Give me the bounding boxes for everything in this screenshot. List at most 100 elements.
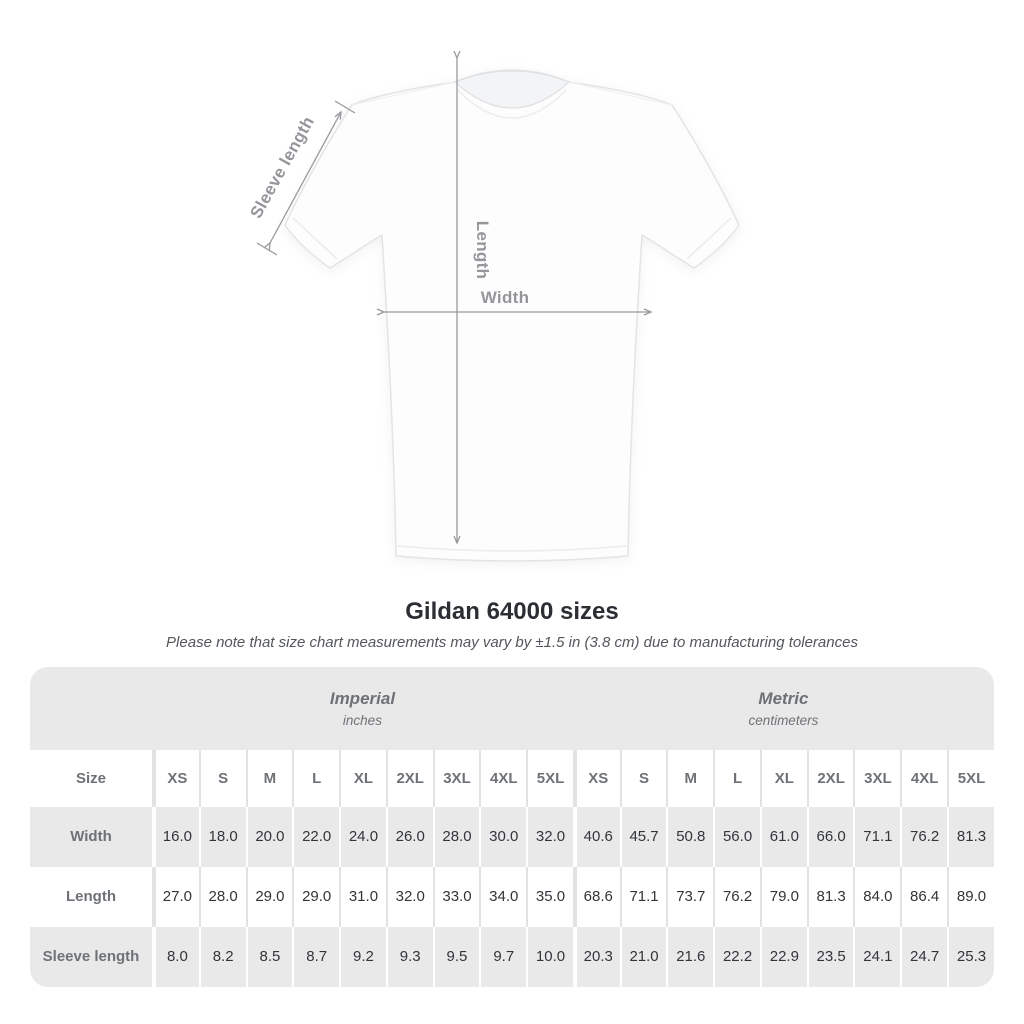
imperial-group-header: Imperial inches: [152, 666, 573, 750]
cell-sleeve-length-imperial-xl: 9.2: [339, 926, 386, 987]
table-row: Width 16.0 18.0 20.0 22.0 24.0 26.0 28.0 30.0 32.…: [30, 806, 994, 867]
cell-length-metric-4xl: 86.4: [900, 866, 948, 927]
cell-length-metric-5xl: 89.0: [947, 866, 994, 927]
imperial-unit: inches: [342, 712, 382, 728]
cell-sleeve-length-imperial-4xl: 9.7: [479, 926, 527, 987]
size-col-header: 2XL: [385, 749, 433, 807]
cell-sleeve-length-metric-m: 21.6: [666, 926, 714, 987]
tshirt-diagram-svg: Width Length Sleeve length: [246, 50, 740, 562]
cell-length-imperial-2xl: 32.0: [385, 866, 433, 927]
cell-width-metric-3xl: 71.1: [853, 806, 901, 867]
cell-width-imperial-xs: 16.0: [152, 806, 199, 867]
cell-length-imperial-s: 28.0: [198, 866, 246, 927]
tshirt-body: [284, 69, 740, 562]
cell-width-imperial-m: 20.0: [245, 806, 293, 867]
cell-width-metric-2xl: 66.0: [806, 806, 854, 867]
cell-length-metric-3xl: 84.0: [853, 866, 901, 927]
imperial-label: Imperial: [329, 688, 396, 708]
cell-sleeve-length-imperial-m: 8.5: [245, 926, 293, 987]
size-col-header: 3XL: [853, 749, 901, 807]
cell-length-metric-2xl: 81.3: [806, 866, 854, 927]
size-col-header: 5XL: [947, 749, 994, 807]
right-cuff-seam: [686, 217, 732, 260]
cell-length-imperial-xl: 31.0: [339, 866, 386, 927]
cell-length-metric-l: 76.2: [713, 866, 760, 927]
cell-sleeve-length-metric-4xl: 24.7: [900, 926, 948, 987]
metric-unit: centimeters: [748, 712, 819, 728]
cell-sleeve-length-metric-2xl: 23.5: [806, 926, 854, 987]
cell-length-metric-m: 73.7: [666, 866, 714, 927]
size-chart-table: Imperial inches Metric centimeters Size …: [30, 666, 994, 987]
cell-width-imperial-l: 22.0: [292, 806, 340, 867]
cell-sleeve-length-metric-l: 22.2: [713, 926, 760, 987]
sleeve-arrow-top-tick: [334, 100, 356, 114]
size-table: Imperial inches Metric centimeters Size …: [30, 666, 994, 987]
width-label: Width: [481, 288, 530, 307]
cell-length-imperial-l: 29.0: [292, 866, 340, 927]
cell-width-imperial-4xl: 30.0: [479, 806, 527, 867]
tshirt-collar: [453, 70, 571, 109]
row-label: Width: [30, 806, 152, 867]
cell-width-metric-5xl: 81.3: [947, 806, 994, 867]
metric-group-header: Metric centimeters: [572, 666, 994, 750]
cell-sleeve-length-imperial-xs: 8.0: [152, 926, 199, 987]
cell-width-metric-m: 50.8: [666, 806, 714, 867]
cell-width-imperial-3xl: 28.0: [432, 806, 480, 867]
cell-width-imperial-s: 18.0: [198, 806, 246, 867]
size-col-header: XL: [759, 749, 807, 807]
sleeve-length-arrow: [263, 110, 342, 251]
cell-length-metric-xl: 79.0: [759, 866, 807, 927]
cell-width-metric-4xl: 76.2: [900, 806, 948, 867]
collar-seam: [457, 89, 567, 119]
cell-length-imperial-xs: 27.0: [152, 866, 199, 927]
cell-sleeve-length-metric-xl: 22.9: [759, 926, 807, 987]
cell-length-metric-xs: 68.6: [572, 866, 620, 927]
cell-length-imperial-3xl: 33.0: [432, 866, 480, 927]
size-col-header: S: [198, 749, 246, 807]
tolerance-note: Please note that size chart measurements…: [166, 633, 858, 651]
sleeve-arrow-bottom-tick: [256, 242, 278, 256]
size-col-header: 3XL: [432, 749, 480, 807]
size-col-header: 2XL: [806, 749, 854, 807]
table-row: Sleeve length 8.0 8.2 8.5 8.7 9.2 9.3 9.5 9.7 10.…: [30, 926, 994, 987]
size-col-header: L: [713, 749, 760, 807]
size-col-header: XS: [152, 749, 199, 807]
hem-seam: [397, 545, 627, 552]
cell-width-imperial-5xl: 32.0: [526, 806, 573, 867]
cell-length-imperial-m: 29.0: [245, 866, 293, 927]
size-header-row: Size XS S M L XL 2XL 3XL 4XL 5XL XS S M L XL 2XL 3XL 4XL…: [30, 749, 994, 807]
row-label: Sleeve length: [30, 926, 152, 987]
cell-width-metric-s: 45.7: [619, 806, 667, 867]
size-col-header: M: [245, 749, 293, 807]
cell-sleeve-length-imperial-s: 8.2: [198, 926, 246, 987]
cell-sleeve-length-metric-5xl: 25.3: [947, 926, 994, 987]
size-col-header: L: [292, 749, 340, 807]
cell-width-imperial-xl: 24.0: [339, 806, 386, 867]
cell-length-metric-s: 71.1: [619, 866, 667, 927]
measurement-arrows: [256, 50, 653, 545]
cell-sleeve-length-metric-s: 21.0: [619, 926, 667, 987]
size-col-header: 4XL: [900, 749, 948, 807]
row-label: Length: [30, 866, 152, 927]
page-title: Gildan 64000 sizes: [405, 598, 619, 625]
size-col-header: XS: [572, 749, 620, 807]
size-col-header: S: [619, 749, 667, 807]
band-corner-cell: [30, 666, 152, 750]
unit-group-row: Imperial inches Metric centimeters: [30, 666, 994, 750]
cell-sleeve-length-imperial-l: 8.7: [292, 926, 340, 987]
size-col-header: M: [666, 749, 714, 807]
metric-label: Metric: [758, 688, 809, 708]
length-label: Length: [473, 221, 492, 279]
tshirt-illustration: [284, 69, 740, 562]
size-col-header: 5XL: [526, 749, 573, 807]
cell-width-metric-xl: 61.0: [759, 806, 807, 867]
cell-sleeve-length-imperial-3xl: 9.5: [432, 926, 480, 987]
cell-length-imperial-4xl: 34.0: [479, 866, 527, 927]
cell-sleeve-length-metric-3xl: 24.1: [853, 926, 901, 987]
left-shoulder-seam: [351, 81, 456, 106]
cell-sleeve-length-imperial-5xl: 10.0: [526, 926, 573, 987]
size-col-header: 4XL: [479, 749, 527, 807]
cell-sleeve-length-metric-xs: 20.3: [572, 926, 620, 987]
tshirt-measurement-diagram: Width Length Sleeve length: [246, 50, 740, 562]
cell-length-imperial-5xl: 35.0: [526, 866, 573, 927]
